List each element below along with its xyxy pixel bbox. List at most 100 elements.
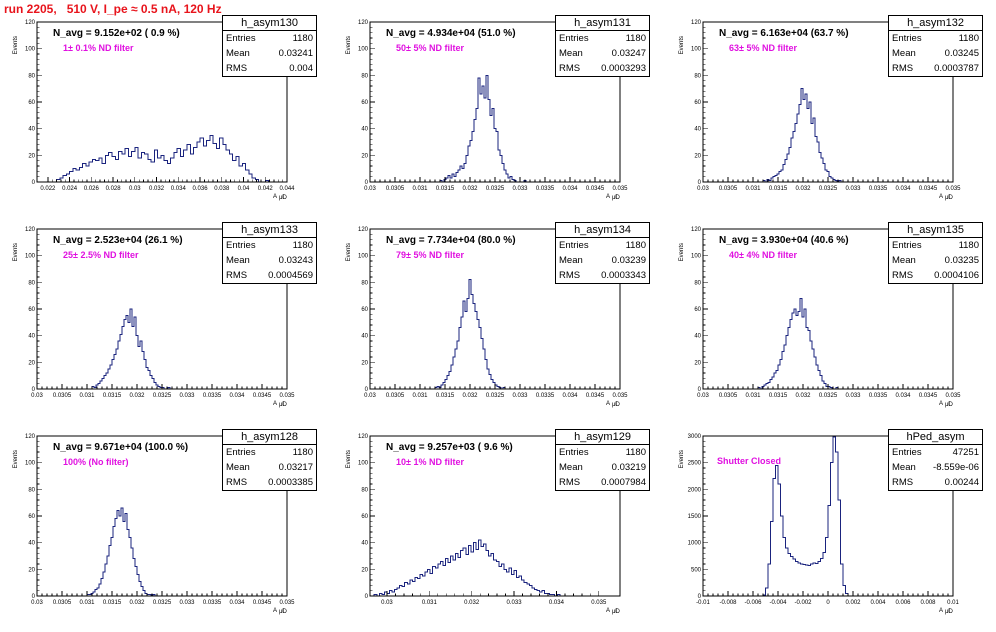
stats-value: 0.0007984 [601, 477, 646, 488]
stats-value: 0.0003385 [268, 477, 313, 488]
histogram-bin [128, 322, 130, 389]
histogram-bin [788, 328, 790, 389]
histogram-panel: -0.01 -0.008 -0.006 -0.004 -0.002 0 0.002 0.004… [666, 429, 986, 632]
stats-value: 0.0003787 [934, 63, 979, 74]
stats-value: 0.03235 [944, 255, 979, 266]
x-tick-label: 0.0305 [53, 393, 72, 399]
histogram-bin [463, 548, 466, 596]
x-tick-label: 0.0345 [919, 186, 938, 192]
stats-label: Mean [892, 255, 916, 266]
stats-label: RMS [559, 63, 581, 74]
histogram-bin [122, 154, 125, 182]
y-tick-label: 500 [691, 567, 702, 573]
y-tick-label: 20 [694, 153, 701, 159]
histogram-bin [471, 294, 473, 389]
x-axis-title: A [273, 608, 277, 614]
histogram-bin [127, 529, 129, 596]
histogram-panel: 0.03 0.0305 0.031 0.0315 0.032 0.0325 0.033 0.0… [0, 429, 320, 632]
histogram-bin [484, 544, 487, 596]
x-tick-label: 0.0345 [253, 393, 272, 399]
x-axis-subscript: μ̸D [945, 195, 953, 201]
y-tick-label: 2000 [688, 487, 702, 493]
y-tick-label: 40 [28, 334, 35, 340]
y-tick-label: 60 [361, 514, 368, 520]
histogram-bin [151, 162, 154, 182]
histogram-bin [102, 163, 105, 182]
histogram-bin [86, 166, 89, 182]
y-tick-label: 60 [28, 100, 35, 106]
x-axis-subscript: μ̸D [945, 609, 953, 615]
y-tick-label: 120 [25, 20, 36, 26]
x-tick-label: 0.03 [129, 186, 141, 192]
n-avg-label: N_avg = 9.152e+02 ( 0.9 %) [53, 28, 180, 39]
x-axis-subscript: μ̸D [279, 195, 287, 201]
x-tick-label: 0.035 [279, 393, 295, 399]
histogram-bin [402, 587, 405, 596]
filter-annotation: 63± 5% ND filter [729, 43, 797, 53]
stats-label: RMS [892, 63, 914, 74]
histogram-bin [112, 157, 115, 182]
stats-row-entries: Entries 1180 [556, 445, 649, 460]
histogram-bin [796, 561, 799, 596]
histogram-bin [132, 326, 134, 389]
filter-annotation: 40± 4% ND filter [729, 250, 797, 260]
x-tick-label: 0.035 [612, 393, 628, 399]
histogram-bin [438, 564, 441, 596]
y-tick-label: 120 [358, 20, 369, 26]
y-tick-label: 100 [25, 47, 36, 53]
x-tick-label: 0.032 [129, 393, 145, 399]
x-tick-label: 0.0335 [536, 393, 555, 399]
histogram-bin [484, 98, 486, 182]
x-tick-label: 0.032 [462, 393, 478, 399]
stats-box: h_asym132 Entries 1180 Mean 0.03245 RMS 0.0003… [888, 15, 983, 77]
x-tick-label: 0.03 [31, 393, 43, 399]
y-tick-label: 60 [28, 307, 35, 313]
y-axis-title: Events [13, 243, 19, 261]
histogram-bin [120, 334, 122, 389]
y-tick-label: 100 [358, 461, 369, 467]
stats-label: Entries [892, 447, 922, 458]
stats-box: h_asym129 Entries 1180 Mean 0.03219 RMS 0.0007… [555, 429, 650, 491]
filter-annotation: 10± 1% ND filter [396, 457, 464, 467]
x-tick-label: 0.035 [945, 393, 961, 399]
histogram-outline [434, 279, 506, 390]
y-tick-label: 80 [28, 280, 35, 286]
histogram-bin [435, 568, 438, 596]
stats-label: Mean [226, 462, 250, 473]
x-tick-label: -0.004 [769, 600, 787, 606]
stats-value: -8.559e-06 [933, 462, 979, 473]
x-tick-label: 0.04 [238, 186, 250, 192]
y-tick-label: 120 [25, 434, 36, 440]
y-tick-label: 20 [361, 153, 368, 159]
x-tick-label: 0.03 [381, 600, 393, 606]
stats-value: 1180 [292, 33, 313, 44]
histogram-bin [808, 566, 811, 596]
x-tick-label: -0.008 [719, 600, 737, 606]
y-tick-label: 0 [365, 387, 369, 393]
y-tick-label: 40 [361, 127, 368, 133]
x-tick-label: 0.0315 [103, 600, 122, 606]
n-avg-label: N_avg = 9.257e+03 ( 9.6 %) [386, 442, 513, 453]
x-axis-subscript: μ̸D [945, 402, 953, 408]
y-tick-label: 120 [25, 227, 36, 233]
y-tick-label: 40 [694, 334, 701, 340]
histogram-bin [791, 557, 794, 596]
x-tick-label: 0.0325 [819, 186, 838, 192]
stats-row-mean: Mean -8.559e-06 [889, 460, 982, 475]
stats-label: Mean [559, 255, 583, 266]
x-axis-title: A [939, 401, 943, 407]
y-tick-label: 20 [28, 567, 35, 573]
stats-label: Entries [892, 33, 922, 44]
x-tick-label: 0.032 [129, 600, 145, 606]
x-tick-label: 0.0325 [486, 186, 505, 192]
histogram-bin [776, 465, 779, 596]
y-tick-label: 40 [28, 127, 35, 133]
stats-label: RMS [559, 270, 581, 281]
x-tick-label: 0.0315 [436, 186, 455, 192]
x-tick-label: 0.0335 [203, 393, 222, 399]
filter-annotation: Shutter Closed [717, 456, 782, 466]
y-tick-label: 80 [694, 73, 701, 79]
x-tick-label: 0.0325 [153, 600, 172, 606]
stats-row-mean: Mean 0.03243 [223, 253, 316, 268]
x-tick-label: 0.032 [464, 600, 480, 606]
